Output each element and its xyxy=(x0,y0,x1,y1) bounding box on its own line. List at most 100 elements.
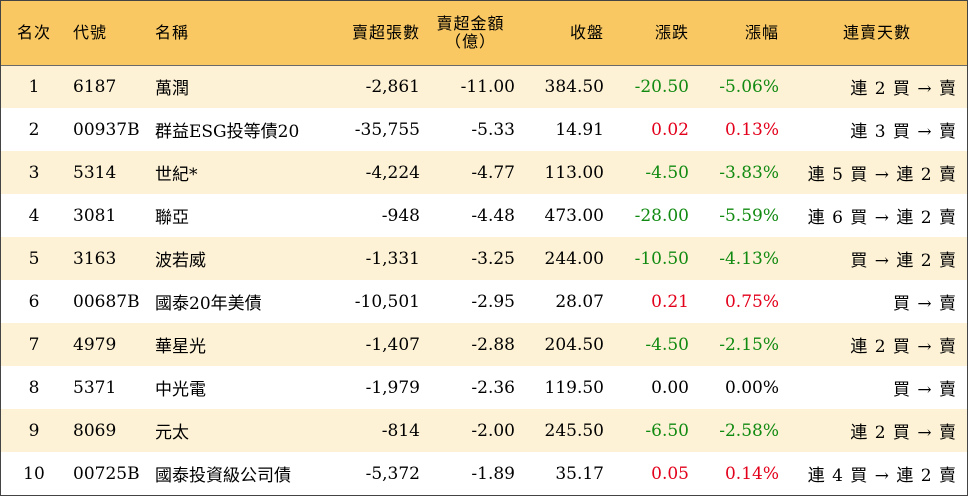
cell-change: -10.50 xyxy=(634,248,689,269)
cell-close: 384.50 xyxy=(544,76,604,97)
table-header-row: 名次 代號 名稱 賣超張數 賣超金額 （億） 收盤 漲跌 漲幅 連賣天數 xyxy=(1,1,967,65)
cell-name: 中光電 xyxy=(155,380,206,400)
col-header-code: 代號 xyxy=(73,22,108,42)
cell-change: 0.05 xyxy=(651,463,689,484)
cell-change: -20.50 xyxy=(634,76,689,97)
table-row: 10 00725B 國泰投資級公司債 -5,372 -1.89 35.17 0.05 0.14… xyxy=(1,452,967,495)
cell-sell-days: 連 2 買 → 賣 xyxy=(850,423,957,443)
cell-rank: 3 xyxy=(28,162,40,183)
cell-rank: 5 xyxy=(28,248,40,269)
cell-change-pct: 0.00% xyxy=(724,377,779,398)
cell-change: -28.00 xyxy=(634,205,689,226)
cell-code: 3081 xyxy=(73,205,117,226)
table-row: 2 00937B 群益ESG投等債20 -35,755 -5.33 14.91 0.02 0.… xyxy=(1,108,967,151)
cell-net-sell-amount: -4.77 xyxy=(471,162,515,183)
cell-name: 世紀* xyxy=(155,165,198,185)
cell-change-pct: 0.13% xyxy=(724,119,779,140)
cell-rank: 8 xyxy=(28,377,40,398)
cell-net-sell-amount: -2.95 xyxy=(471,291,515,312)
cell-change-pct: 0.14% xyxy=(724,463,779,484)
table-row: 8 5371 中光電 -1,979 -2.36 119.50 0.00 0.00% 買 → 賣 xyxy=(1,366,967,409)
cell-rank: 7 xyxy=(28,334,40,355)
cell-close: 119.50 xyxy=(544,377,604,398)
cell-sell-days: 連 3 買 → 賣 xyxy=(850,122,957,142)
cell-name: 國泰投資級公司債 xyxy=(155,466,291,486)
cell-net-sell-amount: -2.88 xyxy=(471,334,515,355)
cell-close: 473.00 xyxy=(544,205,604,226)
table-row: 1 6187 萬潤 -2,861 -11.00 384.50 -20.50 -5.06% 連 2… xyxy=(1,65,967,108)
cell-change-pct: -5.06% xyxy=(719,76,779,97)
cell-name: 元太 xyxy=(155,423,189,443)
cell-close: 245.50 xyxy=(544,420,604,441)
col-header-name: 名稱 xyxy=(155,22,190,42)
cell-sell-days: 連 2 買 → 賣 xyxy=(850,337,957,357)
col-header-close: 收盤 xyxy=(569,22,604,42)
cell-change: -4.50 xyxy=(645,334,689,355)
cell-net-sell-amount: -2.00 xyxy=(471,420,515,441)
table-row: 3 5314 世紀* -4,224 -4.77 113.00 -4.50 -3.83% 連 5 … xyxy=(1,151,967,194)
cell-rank: 4 xyxy=(28,205,40,226)
cell-net-sell-amount: -11.00 xyxy=(460,76,515,97)
cell-close: 14.91 xyxy=(555,119,604,140)
cell-net-sell-sheets: -4,224 xyxy=(365,162,420,183)
cell-close: 113.00 xyxy=(544,162,604,183)
cell-name: 國泰20年美債 xyxy=(155,294,262,314)
cell-code: 5314 xyxy=(73,162,117,183)
cell-change-pct: -5.59% xyxy=(719,205,779,226)
cell-net-sell-sheets: -814 xyxy=(381,420,420,441)
cell-net-sell-sheets: -1,407 xyxy=(365,334,420,355)
cell-net-sell-amount: -1.89 xyxy=(471,463,515,484)
cell-net-sell-amount: -4.48 xyxy=(471,205,515,226)
cell-code: 00687B xyxy=(73,291,140,312)
cell-close: 244.00 xyxy=(544,248,604,269)
cell-change: 0.00 xyxy=(651,377,689,398)
cell-code: 3163 xyxy=(73,248,117,269)
table-row: 6 00687B 國泰20年美債 -10,501 -2.95 28.07 0.21 0.75%… xyxy=(1,280,967,323)
cell-change: 0.21 xyxy=(651,291,689,312)
cell-rank: 10 xyxy=(23,463,45,484)
table-row: 9 8069 元太 -814 -2.00 245.50 -6.50 -2.58% 連 2 買 →… xyxy=(1,409,967,452)
cell-rank: 1 xyxy=(28,76,40,97)
cell-code: 5371 xyxy=(73,377,117,398)
col-header-net-sell-sheets: 賣超張數 xyxy=(351,22,420,42)
cell-change-pct: 0.75% xyxy=(724,291,779,312)
cell-rank: 9 xyxy=(28,420,40,441)
cell-net-sell-sheets: -5,372 xyxy=(365,463,420,484)
cell-net-sell-sheets: -2,861 xyxy=(365,76,420,97)
cell-code: 8069 xyxy=(73,420,117,441)
cell-code: 4979 xyxy=(73,334,117,355)
col-header-change-pct: 漲幅 xyxy=(744,22,779,42)
col-header-rank: 名次 xyxy=(16,22,51,42)
table-row: 4 3081 聯亞 -948 -4.48 473.00 -28.00 -5.59% 連 6 買 … xyxy=(1,194,967,237)
table-row: 5 3163 波若威 -1,331 -3.25 244.00 -10.50 -4.13% 買 →… xyxy=(1,237,967,280)
cell-net-sell-sheets: -948 xyxy=(381,205,420,226)
cell-net-sell-sheets: -35,755 xyxy=(354,119,420,140)
cell-code: 00937B xyxy=(73,119,140,140)
cell-code: 00725B xyxy=(73,463,140,484)
cell-sell-days: 連 5 買 → 連 2 賣 xyxy=(807,165,957,185)
cell-change-pct: -3.83% xyxy=(719,162,779,183)
cell-sell-days: 買 → 賣 xyxy=(892,380,957,400)
cell-sell-days: 買 → 連 2 賣 xyxy=(850,251,957,271)
cell-code: 6187 xyxy=(73,76,117,97)
cell-name: 波若威 xyxy=(155,251,206,271)
cell-change: -4.50 xyxy=(645,162,689,183)
cell-net-sell-sheets: -1,331 xyxy=(365,248,420,269)
table-body: 1 6187 萬潤 -2,861 -11.00 384.50 -20.50 -5.06% 連 2… xyxy=(1,65,967,495)
col-header-change: 漲跌 xyxy=(654,22,689,42)
cell-change: -6.50 xyxy=(645,420,689,441)
cell-rank: 2 xyxy=(28,119,40,140)
cell-sell-days: 連 2 買 → 賣 xyxy=(850,79,957,100)
cell-net-sell-amount: -5.33 xyxy=(471,119,515,140)
cell-name: 華星光 xyxy=(155,337,206,357)
col-header-net-sell-amount: 賣超金額 （億） xyxy=(436,13,505,51)
cell-change: 0.02 xyxy=(651,119,689,140)
cell-net-sell-amount: -3.25 xyxy=(471,248,515,269)
cell-net-sell-amount: -2.36 xyxy=(471,377,515,398)
cell-net-sell-sheets: -1,979 xyxy=(365,377,420,398)
cell-net-sell-sheets: -10,501 xyxy=(354,291,420,312)
cell-name: 群益ESG投等債20 xyxy=(155,122,300,142)
cell-close: 28.07 xyxy=(555,291,604,312)
